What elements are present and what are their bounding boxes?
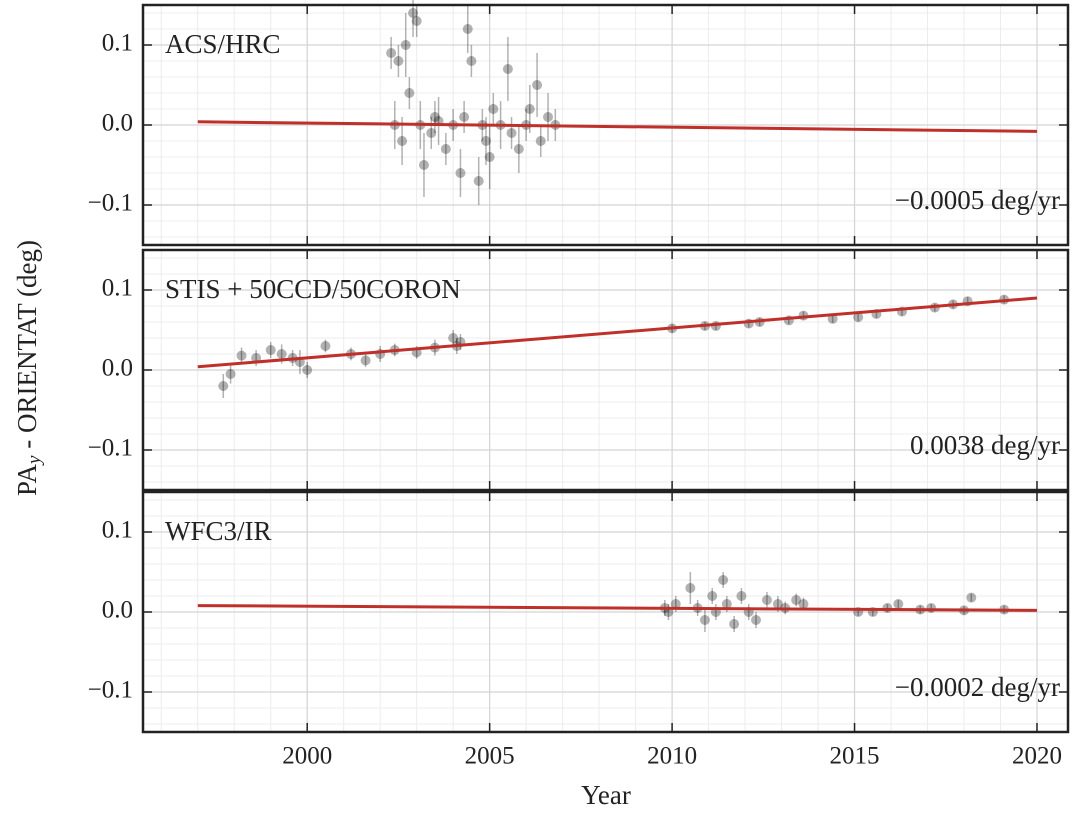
point — [473, 176, 484, 186]
point — [506, 128, 517, 138]
fit-line — [197, 604, 1037, 612]
point — [707, 591, 718, 601]
point — [853, 312, 864, 323]
point — [480, 136, 491, 146]
point — [386, 48, 397, 58]
x-tick-label: 2020 — [1012, 743, 1062, 770]
slope-annotation: −0.0005 deg/yr — [895, 185, 1060, 215]
point — [276, 349, 287, 359]
point — [535, 136, 546, 146]
point — [411, 16, 422, 26]
point — [882, 603, 893, 613]
point — [484, 152, 495, 162]
point — [699, 615, 710, 625]
point — [751, 615, 762, 625]
point — [502, 64, 513, 74]
point — [265, 345, 276, 355]
point — [418, 160, 429, 170]
point — [236, 350, 247, 361]
point — [462, 24, 473, 34]
point — [718, 575, 729, 585]
panel: 2000 2005 2010 2015 2020 −0.1 0.0 0.1 WFC3/IR −0.… — [88, 490, 1070, 770]
point — [761, 595, 772, 605]
y-tick-label: 0.0 — [102, 597, 133, 624]
y-tick-label: 0.1 — [102, 275, 133, 302]
point — [404, 88, 415, 98]
point — [459, 112, 470, 122]
point — [448, 333, 459, 343]
point — [798, 599, 809, 609]
panel-frame — [141, 3, 1070, 247]
point — [721, 599, 732, 609]
point — [360, 355, 371, 366]
point — [966, 592, 977, 603]
point — [893, 599, 904, 609]
panel-title: WFC3/IR — [165, 516, 272, 546]
y-tick-label: −0.1 — [88, 435, 133, 462]
x-tick-label: 2005 — [465, 743, 515, 770]
point — [670, 599, 681, 609]
point — [400, 40, 411, 50]
point — [729, 619, 740, 629]
point — [685, 583, 696, 593]
point — [426, 128, 437, 138]
point — [408, 8, 419, 18]
panel-title: STIS + 50CCD/50CORON — [165, 274, 461, 304]
point — [218, 381, 229, 391]
panel: −0.1 0.0 0.1 ACS/HRC −0.0005 deg/yr — [88, 0, 1070, 247]
point — [772, 599, 783, 609]
y-label-rest: - ORIENTAT (deg) — [12, 240, 42, 456]
panel-frame — [141, 490, 1070, 734]
panel: −0.1 0.0 0.1 STIS + 50CCD/50CORON 0.0038 deg… — [88, 248, 1070, 492]
point — [225, 369, 236, 379]
point — [302, 365, 313, 375]
x-tick-label: 2000 — [282, 743, 332, 770]
fit-line — [197, 120, 1037, 133]
point — [532, 80, 543, 90]
point — [397, 136, 408, 146]
point — [440, 144, 451, 154]
slope-annotation: 0.0038 deg/yr — [910, 430, 1060, 460]
point — [524, 104, 535, 114]
point — [543, 112, 554, 122]
y-axis-label: PAy - ORIENTAT (deg) — [12, 240, 45, 496]
x-axis-label: Year — [581, 780, 631, 810]
panel-title: ACS/HRC — [165, 29, 281, 59]
point — [791, 595, 802, 605]
point — [429, 112, 440, 122]
panel-frame — [141, 248, 1070, 492]
y-tick-label: 0.1 — [102, 30, 133, 57]
point — [466, 56, 477, 66]
point — [488, 104, 499, 114]
slope-annotation: −0.0002 deg/yr — [895, 672, 1060, 702]
y-tick-label: 0.0 — [102, 355, 133, 382]
y-tick-label: −0.1 — [88, 677, 133, 704]
y-tick-label: −0.1 — [88, 190, 133, 217]
y-tick-label: 0.1 — [102, 517, 133, 544]
y-tick-label: 0.0 — [102, 110, 133, 137]
fit-line — [197, 296, 1038, 369]
point — [926, 603, 937, 613]
x-tick-label: 2015 — [830, 743, 880, 770]
point — [736, 591, 747, 601]
point — [393, 56, 404, 66]
point — [455, 168, 466, 178]
y-label-main: PA — [12, 463, 42, 496]
point — [320, 341, 331, 351]
y-label-sub: y — [24, 455, 45, 466]
x-tick-label: 2010 — [647, 743, 697, 770]
point — [513, 144, 524, 154]
